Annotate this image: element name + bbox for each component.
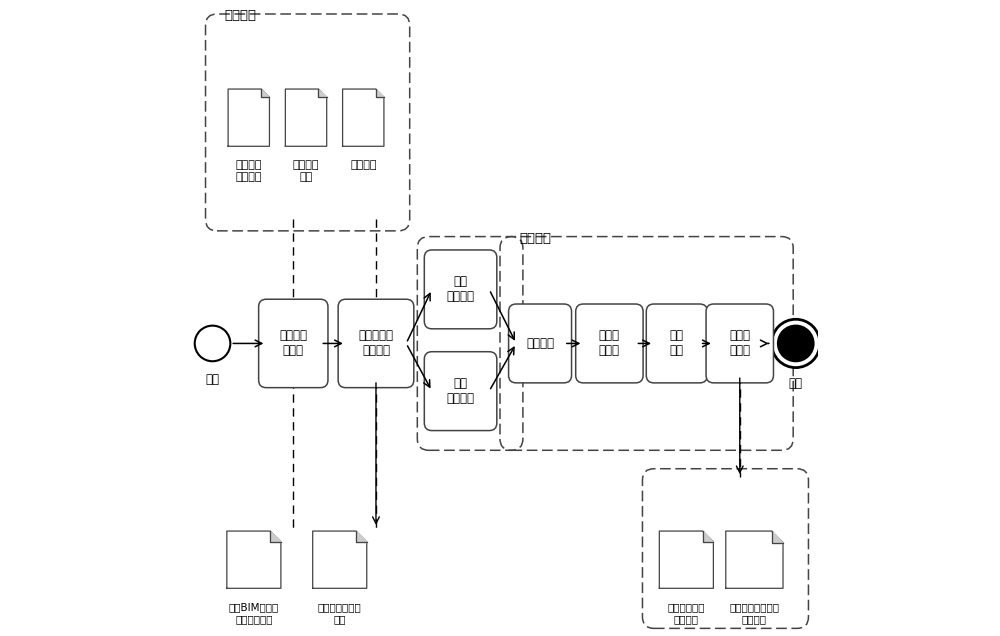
Polygon shape [313,531,367,588]
Circle shape [195,326,230,361]
Text: 平衡
优化: 平衡 优化 [670,329,684,357]
FancyBboxPatch shape [424,250,497,329]
Polygon shape [318,89,327,97]
Text: 采取纠
偏措施: 采取纠 偏措施 [729,329,750,357]
Text: 开始: 开始 [206,373,220,385]
Text: 关联
进度信息: 关联 进度信息 [447,377,475,405]
Text: 动态的施工劳动力
管理模型: 动态的施工劳动力 管理模型 [729,602,779,624]
Polygon shape [261,89,269,97]
Polygon shape [285,89,327,146]
Polygon shape [703,531,713,542]
Polygon shape [227,531,281,588]
Polygon shape [376,89,384,97]
FancyBboxPatch shape [424,352,497,431]
Circle shape [772,319,820,368]
Circle shape [778,326,814,361]
Text: 拟定的劳动力计
划表: 拟定的劳动力计 划表 [318,602,362,624]
Text: 定期进行: 定期进行 [519,232,551,245]
Text: 基于BIM的施工
深化设计模型: 基于BIM的施工 深化设计模型 [229,602,279,624]
Text: 动态的劳动力
消耗曲线: 动态的劳动力 消耗曲线 [668,602,705,624]
Text: 实时统
计汇总: 实时统 计汇总 [599,329,620,357]
FancyBboxPatch shape [706,304,773,383]
Polygon shape [659,531,713,588]
Polygon shape [228,89,269,146]
Polygon shape [356,531,367,542]
Text: 施工专项
方案: 施工专项 方案 [293,160,319,182]
Polygon shape [270,531,281,542]
Text: 劳动力计
划编制: 劳动力计 划编制 [279,329,307,357]
Text: 信息录入: 信息录入 [526,337,554,350]
Polygon shape [343,89,384,146]
Text: 企业定额: 企业定额 [350,160,377,170]
Text: 施工劳动力
管理模型: 施工劳动力 管理模型 [358,329,393,357]
Text: 关联
成本信息: 关联 成本信息 [447,275,475,303]
FancyBboxPatch shape [509,304,572,383]
Text: 结束: 结束 [789,377,803,390]
Polygon shape [726,531,783,588]
FancyBboxPatch shape [259,299,328,387]
Polygon shape [772,531,783,543]
FancyBboxPatch shape [646,304,707,383]
FancyBboxPatch shape [338,299,414,387]
Text: 参考资料: 参考资料 [225,10,257,22]
FancyBboxPatch shape [576,304,643,383]
Text: 施工组织
设计文件: 施工组织 设计文件 [236,160,262,182]
